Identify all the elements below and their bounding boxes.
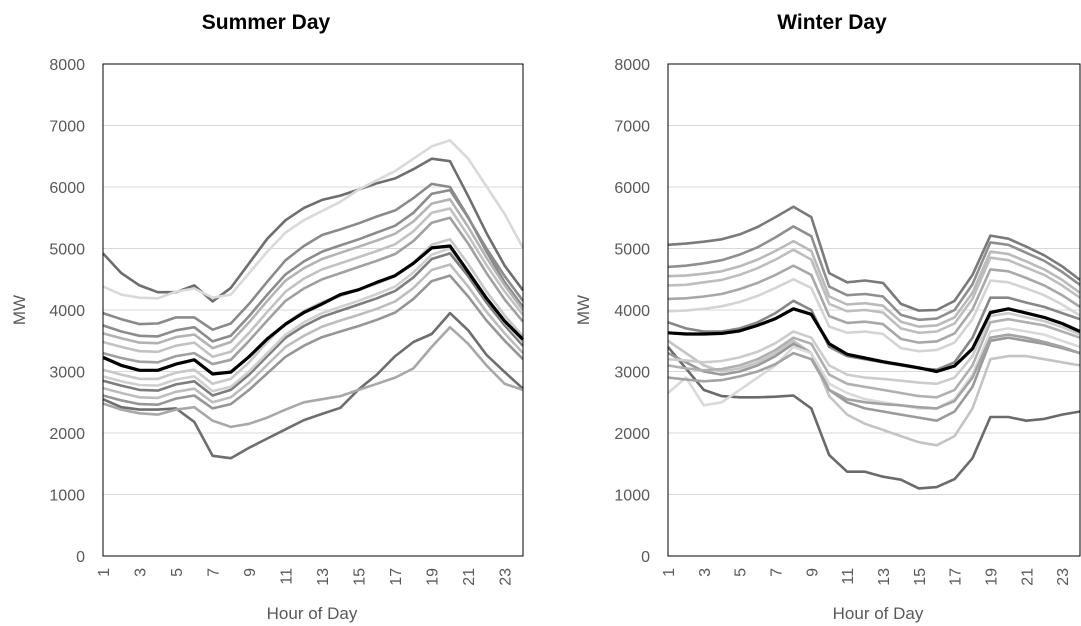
winter-y-tick-label: 1000 [614,488,650,505]
summer-day-panel: Summer Day 0 1000 2000 3000 4000 5000 6000 7000… [10,11,525,623]
summer-x-tick-label: 11 [279,568,296,585]
winter-plot-frame [667,63,1081,557]
summer-series-line [102,182,525,332]
winter-y-tick-label: 3000 [614,365,650,382]
winter-series-line [667,239,1081,328]
summer-series-line [102,252,524,397]
winter-y-tick-labels: 0 1000 2000 3000 4000 5000 6000 7000 8000 [614,57,650,566]
winter-x-tick-label: 5 [733,568,750,577]
winter-series-line [667,346,1081,490]
winter-x-tick-label: 7 [768,568,785,577]
summer-x-tick-label: 23 [498,568,515,586]
summer-x-tick-label: 9 [242,568,259,577]
winter-series-line [667,333,1081,410]
winter-y-tick-label: 4000 [614,303,650,320]
winter-series-line [667,277,1081,353]
summer-y-tick-label: 8000 [49,57,85,74]
winter-y-tick-label: 0 [641,549,650,566]
summer-y-tick-label: 4000 [49,303,85,320]
winter-series-line [667,264,1081,344]
summer-y-axis-label: MW [10,295,29,325]
summer-series-line [102,198,525,350]
summer-x-tick-label: 17 [388,568,405,586]
summer-plot-frame [102,63,524,557]
winter-series-line [667,317,1081,399]
summer-y-tick-label: 5000 [49,242,85,259]
summer-x-tick-label: 21 [461,568,478,586]
summer-series-line [102,274,524,410]
winter-y-tick-label: 5000 [614,242,650,259]
winter-x-tick-label: 11 [840,568,857,585]
summer-y-tick-label: 1000 [49,488,85,505]
summer-x-tick-label: 19 [425,568,442,586]
summer-y-tick-label: 2000 [49,426,85,443]
winter-x-tick-label: 17 [948,568,965,586]
summer-x-tick-label: 13 [315,568,332,586]
winter-average-line [667,307,1081,374]
summer-series-line [102,207,525,359]
winter-x-tick-label: 19 [983,568,1000,586]
winter-x-tick-label: 1 [661,568,678,577]
winter-y-tick-label: 2000 [614,426,650,443]
summer-x-axis-label: Hour of Day [267,604,358,623]
winter-series-line [667,311,1081,386]
winter-day-panel: Winter Day 0 1000 2000 3000 4000 5000 6000 7000… [574,11,1081,623]
summer-y-tick-label: 0 [76,549,85,566]
winter-chart-title: Winter Day [777,11,887,34]
winter-x-tick-label: 21 [1019,568,1036,586]
summer-y-tick-labels: 0 1000 2000 3000 4000 5000 6000 7000 8000 [49,57,85,566]
summer-series-line [102,216,525,366]
winter-x-tick-label: 23 [1055,568,1072,586]
summer-chart-title: Summer Day [202,11,331,34]
winter-y-tick-label: 6000 [614,180,650,197]
winter-x-tick-label: 15 [912,568,929,586]
summer-x-tick-label: 7 [206,568,223,577]
winter-series-line [667,248,1081,335]
summer-x-tick-labels: 1 3 5 7 9 11 13 15 17 19 21 23 [96,568,515,586]
summer-series-lines [102,139,525,460]
summer-y-tick-label: 6000 [49,180,85,197]
summer-average-line [102,244,525,376]
winter-series-line [667,327,1081,410]
winter-series-line [667,205,1081,312]
winter-series-line [667,336,1081,423]
summer-x-tick-label: 5 [169,568,186,577]
summer-series-line [102,139,525,300]
winter-y-tick-label: 7000 [614,119,650,136]
winter-x-axis-label: Hour of Day [833,604,924,623]
summer-x-tick-label: 1 [96,568,113,577]
summer-series-line [102,311,524,460]
summer-x-tick-label: 15 [352,568,369,586]
winter-x-tick-labels: 1 3 5 7 9 11 13 15 17 19 21 23 [661,568,1072,586]
winter-series-line [667,225,1081,322]
winter-y-tick-label: 8000 [614,57,650,74]
winter-x-tick-label: 13 [876,568,893,586]
summer-x-tick-label: 3 [133,568,150,577]
winter-series-lines [667,205,1081,490]
winter-x-tick-label: 9 [804,568,821,577]
winter-series-line [667,339,1081,447]
summer-gridlines [103,63,523,557]
summer-y-tick-label: 3000 [49,365,85,382]
winter-x-tick-label: 3 [697,568,714,577]
summer-series-line [102,188,525,343]
winter-y-axis-label: MW [574,295,593,325]
summer-series-line [102,325,524,429]
summer-y-tick-label: 7000 [49,119,85,136]
summer-series-line [102,263,524,404]
